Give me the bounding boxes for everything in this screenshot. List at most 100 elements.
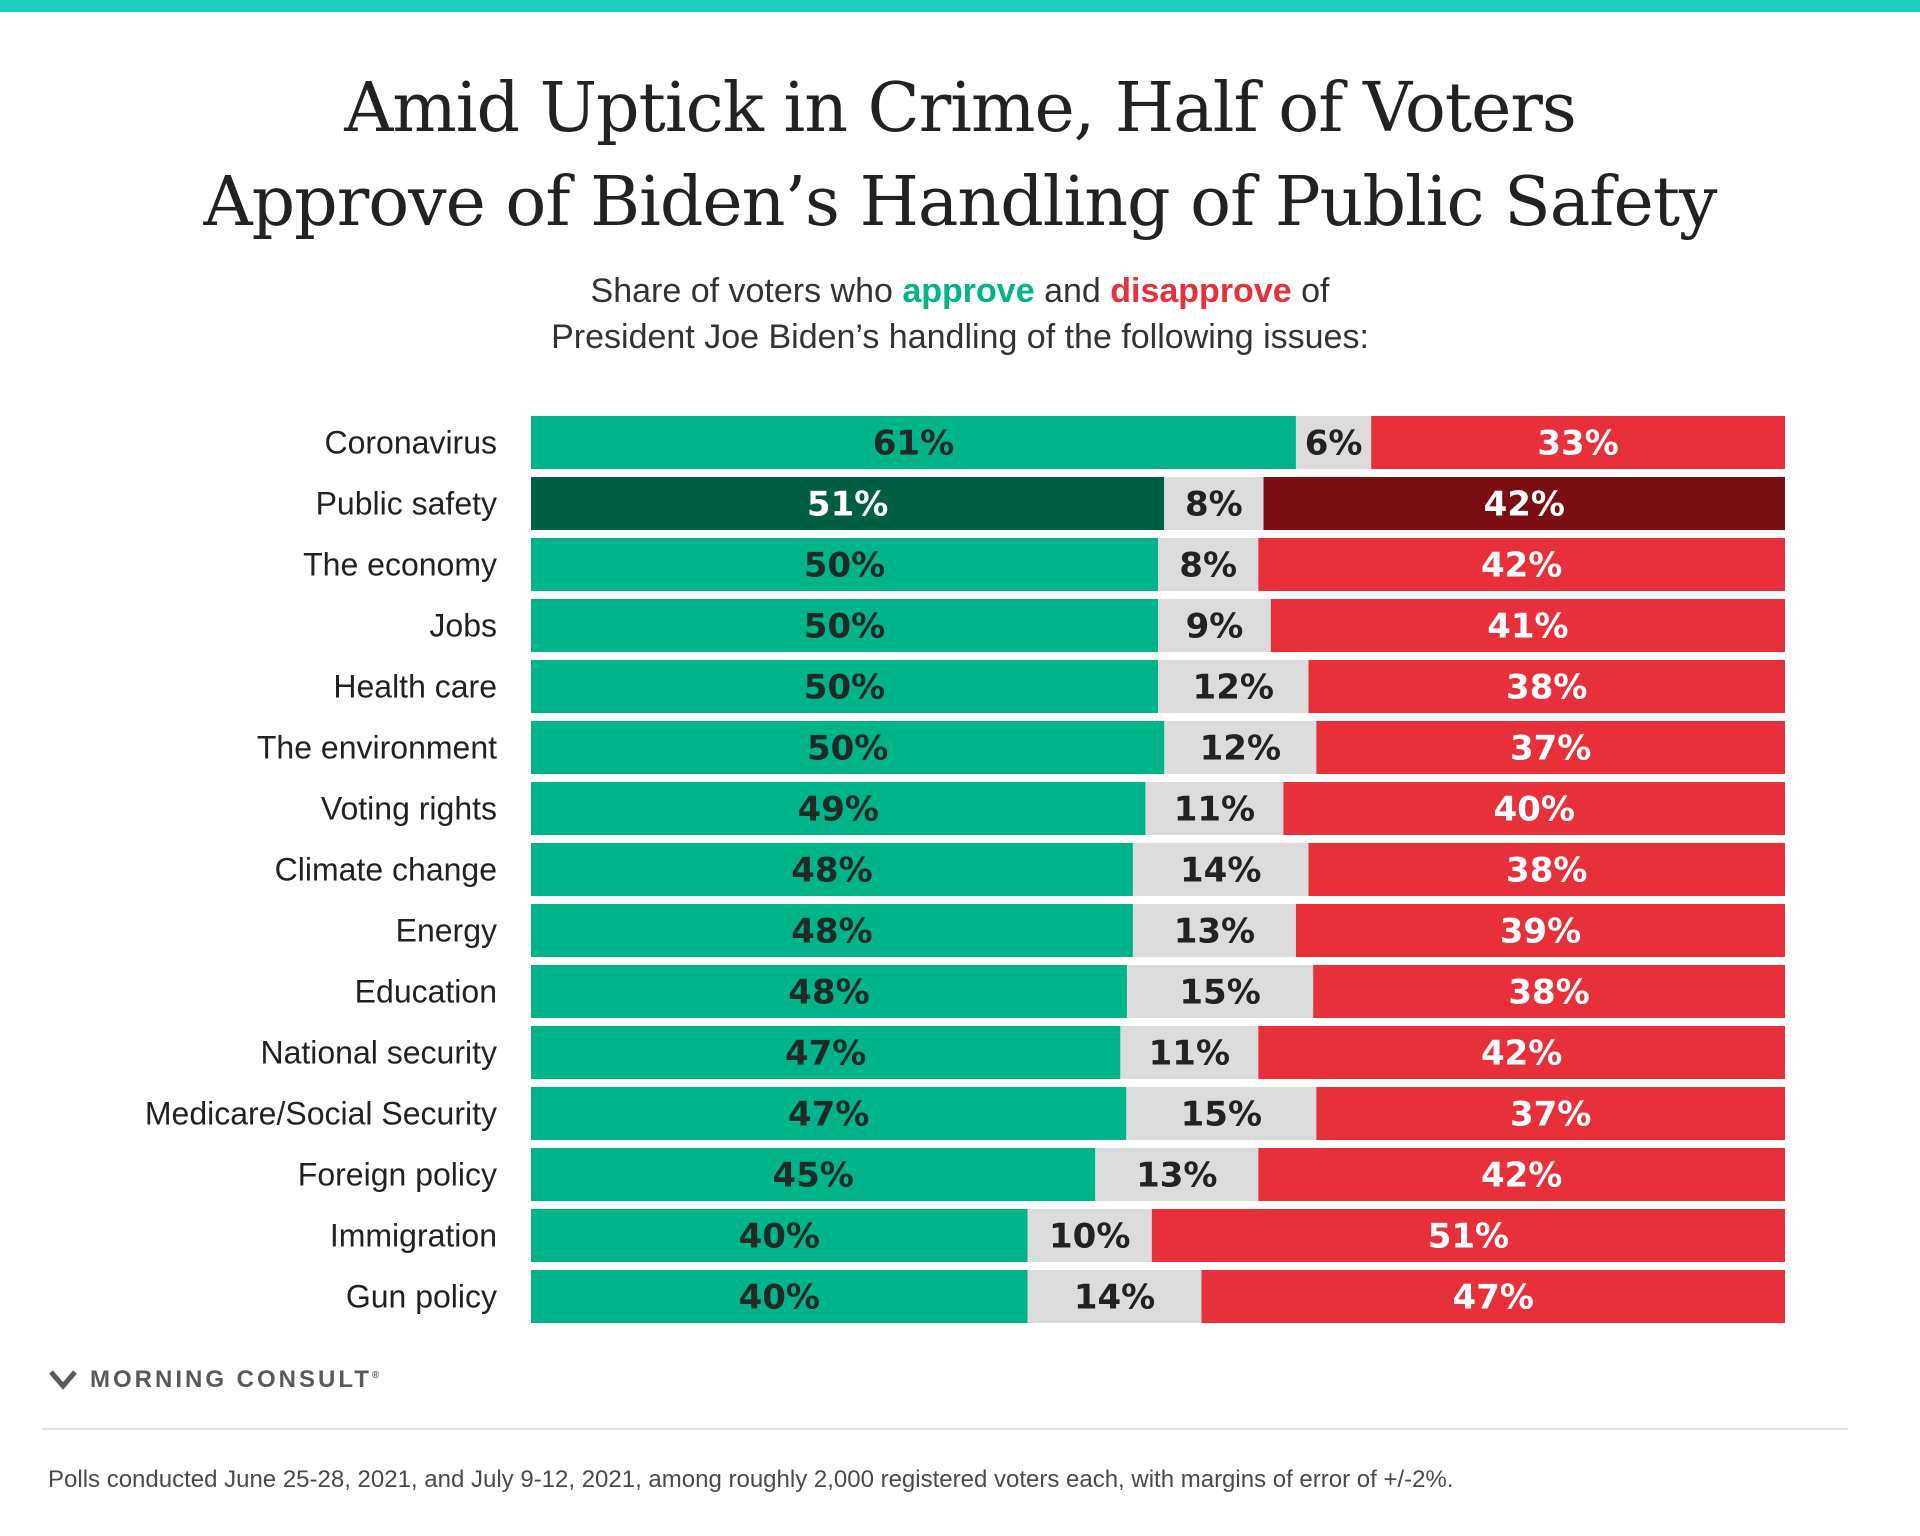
category-label-gun-policy: Gun policy [346,1279,497,1315]
value-label-neutral-energy: 13% [1174,912,1255,952]
value-label-disapprove-the-economy: 42% [1481,546,1562,586]
value-label-disapprove-medicare-social-security: 37% [1510,1095,1591,1135]
value-label-disapprove-foreign-policy: 42% [1481,1156,1562,1196]
bar-approve-gun-policy [531,1270,1028,1323]
subtitle-suffix: of [1291,272,1330,310]
stacked-bar-chart: Coronavirus 61% 6% 33% Public safety 51% 8% 42%… [145,416,1785,1323]
value-label-disapprove-national-security: 42% [1481,1034,1562,1074]
subtitle-disapprove-word: disapprove [1110,272,1292,310]
bar-disapprove-medicare-social-security [1316,1087,1785,1140]
value-label-approve-climate-change: 48% [791,851,872,891]
value-label-approve-jobs: 50% [804,607,885,647]
value-label-approve-national-security: 47% [785,1034,866,1074]
bar-neutral-gun-policy [1027,1270,1202,1323]
value-label-neutral-immigration: 10% [1049,1217,1130,1257]
bar-approve-voting-rights [531,782,1146,835]
category-label-medicare-social-security: Medicare/Social Security [145,1096,497,1132]
bar-disapprove-the-economy [1258,538,1785,591]
bar-disapprove-education [1313,965,1785,1018]
value-label-approve-medicare-social-security: 47% [788,1095,869,1135]
value-label-disapprove-education: 38% [1508,973,1589,1013]
bar-approve-jobs [531,599,1158,652]
bar-approve-energy [531,904,1133,957]
category-label-energy: Energy [396,913,497,949]
value-label-neutral-public-safety: 8% [1185,485,1243,525]
bar-neutral-voting-rights [1145,782,1284,835]
bar-approve-medicare-social-security [531,1087,1127,1140]
value-label-approve-voting-rights: 49% [798,790,879,830]
category-label-immigration: Immigration [330,1218,497,1254]
value-label-neutral-gun-policy: 14% [1074,1278,1155,1318]
bar-disapprove-foreign-policy [1258,1148,1785,1201]
bar-approve-national-security [531,1026,1121,1079]
value-label-approve-education: 48% [788,973,869,1013]
value-label-disapprove-immigration: 51% [1428,1217,1509,1257]
bar-neutral-health-care [1158,660,1309,713]
category-label-national-security: National security [260,1035,497,1071]
value-label-disapprove-energy: 39% [1500,912,1581,952]
bar-disapprove-energy [1295,904,1785,957]
value-label-neutral-coronavirus: 6% [1305,424,1363,464]
value-label-neutral-health-care: 12% [1193,668,1274,708]
top-accent-rule [0,0,1920,12]
category-label-voting-rights: Voting rights [321,791,497,827]
bar-neutral-education [1126,965,1314,1018]
bar-approve-health-care [531,660,1158,713]
footer-divider [42,1428,1848,1430]
bar-neutral-medicare-social-security [1126,1087,1317,1140]
bar-disapprove-coronavirus [1371,416,1785,469]
bar-neutral-foreign-policy [1095,1148,1259,1201]
value-label-approve-gun-policy: 40% [739,1278,820,1318]
value-label-approve-the-environment: 50% [807,729,888,769]
bar-neutral-immigration [1027,1209,1152,1262]
morning-consult-logo: MORNING CONSULT® [48,1366,379,1394]
bar-disapprove-health-care [1308,660,1785,713]
category-label-jobs: Jobs [429,608,497,644]
bar-neutral-the-economy [1158,538,1259,591]
subtitle-line-1: Share of voters who approve and disappro… [0,268,1920,314]
bar-approve-the-economy [531,538,1158,591]
bar-neutral-energy [1132,904,1296,957]
title-line-1: Amid Uptick in Crime, Half of Voters [344,69,1577,148]
bar-disapprove-climate-change [1308,843,1785,896]
bar-disapprove-the-environment [1316,721,1785,774]
category-label-coronavirus: Coronavirus [324,425,497,461]
value-label-disapprove-health-care: 38% [1506,668,1587,708]
bar-approve-education [531,965,1127,1018]
footnote: Polls conducted June 25-28, 2021, and Ju… [48,1466,1454,1493]
logo-text: MORNING CONSULT [90,1366,372,1393]
logo-wordmark: MORNING CONSULT® [90,1366,379,1394]
bar-approve-coronavirus [531,416,1296,469]
bar-neutral-coronavirus [1295,416,1372,469]
morning-consult-m-icon [49,1370,77,1390]
chart-title: Amid Uptick in Crime, Half of Voters App… [0,62,1920,250]
value-label-approve-energy: 48% [791,912,872,952]
value-label-neutral-national-security: 11% [1149,1034,1230,1074]
bar-disapprove-gun-policy [1201,1270,1785,1323]
bar-neutral-national-security [1120,1026,1259,1079]
value-label-neutral-jobs: 9% [1186,607,1244,647]
value-label-approve-foreign-policy: 45% [772,1156,853,1196]
logo-registered-mark: ® [371,1370,380,1381]
value-label-disapprove-climate-change: 38% [1506,851,1587,891]
value-label-neutral-education: 15% [1179,973,1260,1013]
category-label-the-environment: The environment [257,730,497,766]
value-label-neutral-medicare-social-security: 15% [1181,1095,1262,1135]
bar-disapprove-jobs [1270,599,1785,652]
value-label-neutral-the-economy: 8% [1179,546,1237,586]
bar-approve-climate-change [531,843,1133,896]
bar-disapprove-immigration [1151,1209,1785,1262]
value-label-disapprove-the-environment: 37% [1510,729,1591,769]
value-label-neutral-voting-rights: 11% [1174,790,1255,830]
category-label-health-care: Health care [333,669,497,705]
value-label-approve-coronavirus: 61% [873,424,954,464]
bar-neutral-the-environment [1164,721,1317,774]
category-label-education: Education [355,974,497,1010]
bar-disapprove-national-security [1258,1026,1785,1079]
bar-approve-immigration [531,1209,1028,1262]
subtitle-line-2: President Joe Biden’s handling of the fo… [551,318,1369,356]
value-label-neutral-climate-change: 14% [1180,851,1261,891]
bar-approve-the-environment [531,721,1165,774]
value-label-disapprove-gun-policy: 47% [1453,1278,1534,1318]
subtitle-approve-word: approve [902,272,1035,310]
